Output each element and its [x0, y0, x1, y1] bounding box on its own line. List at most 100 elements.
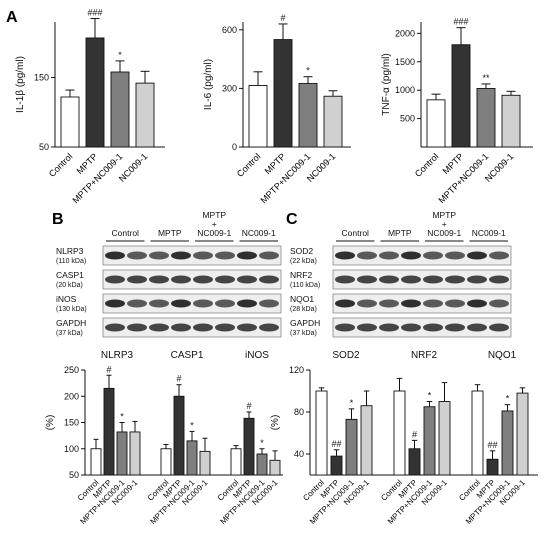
- blot-band: [193, 299, 213, 308]
- panel-label-c: C: [286, 211, 298, 228]
- blot-band: [193, 251, 213, 260]
- bar: [256, 453, 268, 476]
- y-tick-label: 120: [289, 365, 304, 375]
- blot-band: [127, 251, 147, 260]
- blot-band: [379, 275, 399, 284]
- significance-label: *: [120, 412, 124, 422]
- blot-band: [149, 323, 169, 332]
- blot-band: [423, 251, 443, 260]
- blot-band: [237, 251, 257, 260]
- blot-band: [489, 299, 509, 308]
- y-tick-label: 40: [294, 449, 304, 459]
- blot-band: [171, 323, 191, 332]
- blot-protein-label: NRF2: [290, 270, 312, 280]
- bar: [273, 39, 293, 148]
- bar: [135, 82, 155, 148]
- blot-group-label: Control: [112, 228, 140, 238]
- bar: [516, 392, 529, 476]
- significance-label: ###: [87, 8, 102, 18]
- significance-label: ##: [487, 440, 497, 450]
- blot-group-label: NC009-1: [242, 228, 276, 238]
- y-axis-label: IL-1β (pg/ml): [15, 56, 26, 113]
- blot-band: [259, 275, 279, 284]
- significance-label: **: [482, 73, 490, 83]
- y-tick-label: 600: [222, 25, 237, 35]
- blot-band: [171, 299, 191, 308]
- blot-band: [335, 299, 355, 308]
- blot-band: [467, 299, 487, 308]
- blot-band: [489, 275, 509, 284]
- y-tick-label: 500: [400, 114, 415, 124]
- significance-label: #: [280, 13, 285, 23]
- blot-band: [401, 299, 421, 308]
- blot-band: [149, 275, 169, 284]
- blot-kda-label: (22 kDa): [290, 258, 317, 265]
- bar: [243, 417, 255, 476]
- blot-protein-label: SOD2: [290, 246, 313, 256]
- blot-band: [445, 275, 465, 284]
- bar: [451, 44, 471, 148]
- y-tick-label: 50: [69, 470, 79, 480]
- blot-band: [467, 251, 487, 260]
- y-axis-label: (%): [45, 415, 56, 431]
- blot-band: [401, 323, 421, 332]
- blot-band: [357, 299, 377, 308]
- blot-band: [215, 251, 235, 260]
- bar: [330, 455, 343, 476]
- blot-kda-label: (130 kDa): [56, 306, 87, 313]
- bar: [186, 440, 198, 476]
- blot-band: [335, 275, 355, 284]
- blot-band: [423, 299, 443, 308]
- bar: [269, 459, 281, 476]
- blot-protein-label: GAPDH: [290, 318, 320, 328]
- significance-label: #: [106, 364, 111, 374]
- significance-label: *: [118, 50, 122, 60]
- chart-b-quant: 50100150200250(%)NLRP3Control#MPTP*MPTP+…: [45, 350, 283, 526]
- y-tick-label: 80: [294, 407, 304, 417]
- significance-label: *: [260, 438, 264, 448]
- blot-strip: [332, 317, 512, 338]
- significance-label: #: [176, 374, 181, 384]
- blot-band: [379, 251, 399, 260]
- group-label: SOD2: [332, 350, 360, 361]
- x-tick-label: Control: [413, 151, 441, 179]
- blot-strip: [102, 269, 282, 290]
- blot-band: [379, 323, 399, 332]
- x-tick-label: Control: [235, 151, 263, 179]
- blot-band: [171, 275, 191, 284]
- bar: [116, 431, 128, 476]
- blot-group-label: Control: [342, 228, 370, 238]
- blot-band: [193, 323, 213, 332]
- bar: [129, 431, 141, 476]
- blot-band: [335, 251, 355, 260]
- blot-band: [335, 323, 355, 332]
- blot-group-label: +: [212, 219, 217, 229]
- y-tick-label: 1500: [395, 57, 415, 67]
- bar: [360, 405, 373, 476]
- blot-band: [215, 299, 235, 308]
- bar: [248, 85, 268, 148]
- blot-band: [259, 323, 279, 332]
- blot-band: [215, 323, 235, 332]
- bar: [323, 95, 343, 148]
- blot-group-label: +: [442, 219, 447, 229]
- chart-c-quant: 4080120(%)SOD2Control##MPTP*MPTP+NC009-1…: [270, 350, 538, 526]
- bar: [315, 390, 328, 476]
- blot-band: [105, 299, 125, 308]
- blot-band: [149, 251, 169, 260]
- significance-label: *: [190, 420, 194, 430]
- group-label: NRF2: [411, 350, 438, 361]
- blot-band: [237, 275, 257, 284]
- bar: [173, 395, 185, 476]
- blot-protein-label: iNOS: [56, 294, 77, 304]
- blot-strip: [102, 245, 282, 266]
- bar: [298, 83, 318, 148]
- group-label: CASP1: [171, 350, 204, 361]
- blot-band: [423, 323, 443, 332]
- blot-band: [357, 251, 377, 260]
